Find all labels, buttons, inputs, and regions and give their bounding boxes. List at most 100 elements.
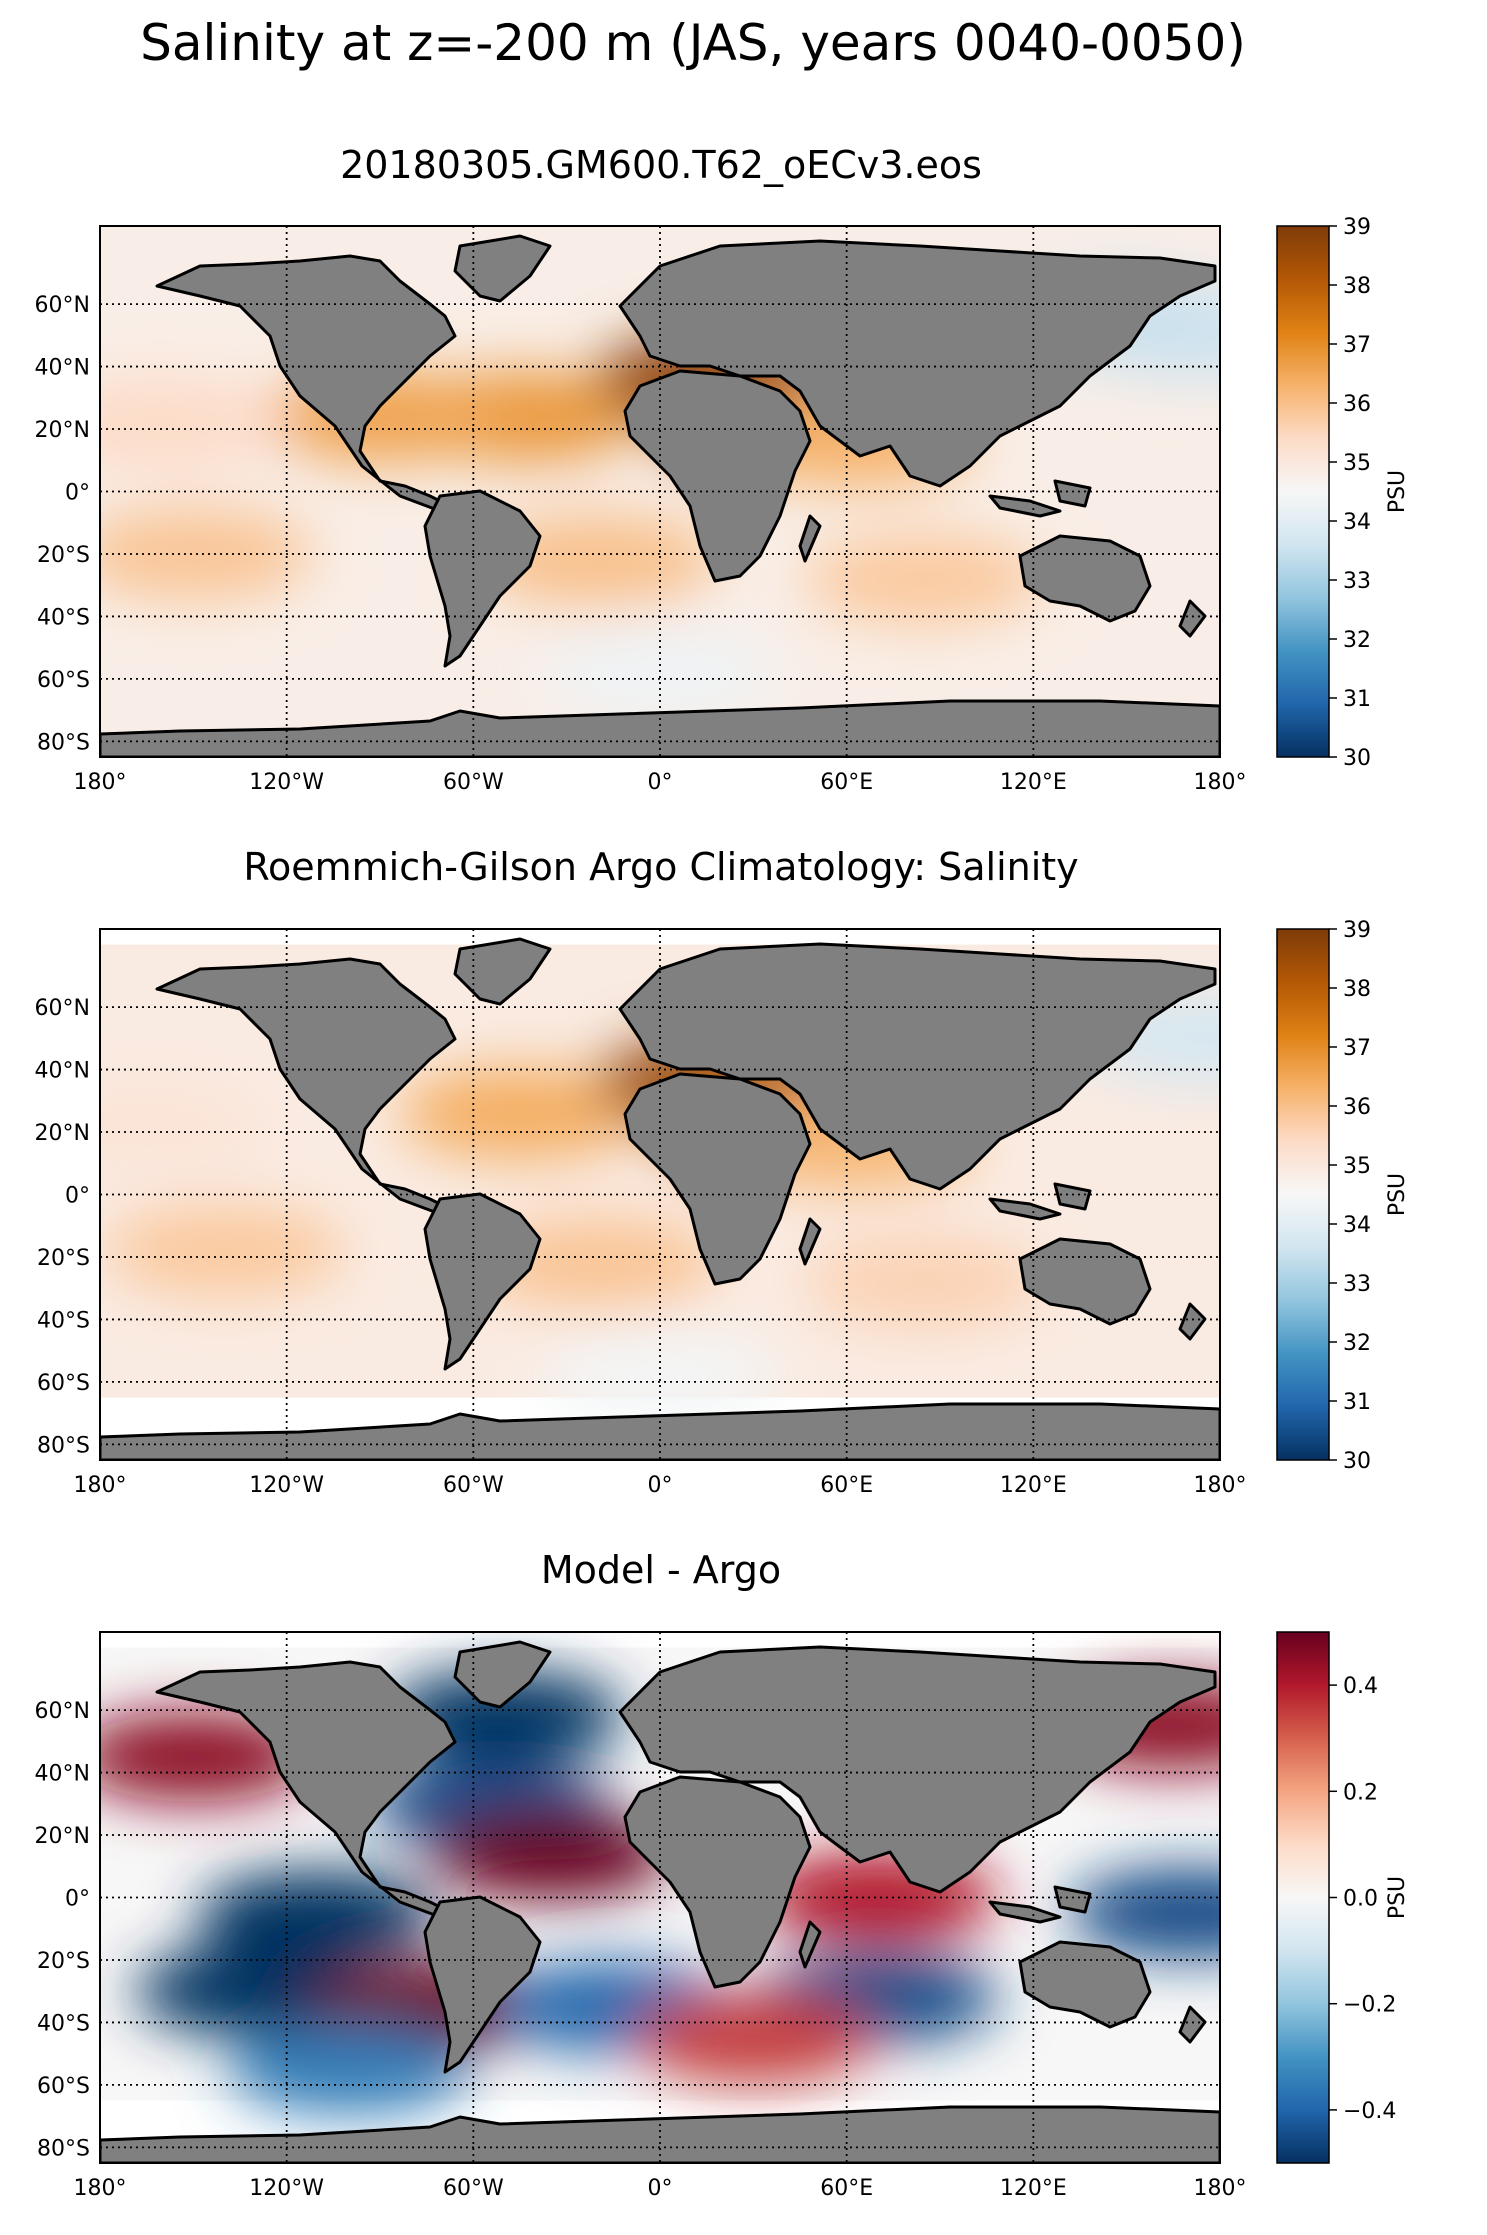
feature-tropical-atlantic-north (431, 1808, 672, 1899)
lon-tick-label: 180° (74, 770, 127, 795)
lon-ticks-argo: 180° 120°W 60°W 0° 60°E 120°E 180° (74, 1473, 1247, 1498)
lat-tick-label: 40°S (37, 2011, 90, 2036)
colorbar-argo: 30 31 32 33 34 35 36 37 38 39 PSU (1276, 918, 1410, 1474)
lat-ticks-diff: 60°N 40°N 20°N 0° 20°S 40°S 60°S 80°S (35, 1699, 90, 2161)
lat-tick-label: 20°S (37, 1246, 90, 1271)
lat-tick-label: 60°N (35, 996, 90, 1021)
lon-tick-label: 120°W (249, 2176, 324, 2201)
lat-tick-label: 80°S (37, 1433, 90, 1458)
colorbar-gradient (1276, 225, 1330, 758)
map-field (100, 929, 1220, 1460)
lon-ticks-model: 180° 120°W 60°W 0° 60°E 120°E 180° (74, 770, 1247, 795)
lon-tick-label: 180° (1194, 770, 1247, 795)
lat-tick-label: 40°N (35, 1762, 90, 1787)
colorbar-tick-label: 33 (1343, 1272, 1371, 1297)
lon-tick-label: 60°W (443, 770, 504, 795)
feature-eq-pacific-band (197, 1871, 438, 1962)
map-frame (99, 1631, 1221, 2164)
lat-tick-label: 60°S (37, 668, 90, 693)
lat-tick-label: 80°S (37, 2136, 90, 2161)
lat-ticks-argo: 60°N 40°N 20°N 0° 20°S 40°S 60°S 80°S (35, 996, 90, 1458)
graticule (100, 226, 1220, 757)
lat-tick-label: 0° (65, 1887, 90, 1912)
colorbar-tick-label: 36 (1343, 392, 1371, 417)
lon-tick-label: 60°W (443, 2176, 504, 2201)
colorbar-tick-label: −0.4 (1343, 2099, 1396, 2124)
colorbar-diff: −0.4 −0.2 0.0 0.2 0.4 PSU (1276, 1631, 1410, 2164)
colorbar-tick-label: 34 (1343, 1213, 1371, 1238)
feature-southern-ocean (540, 1330, 780, 1421)
panel-title-diff: Model - Argo (541, 1548, 781, 1592)
feature-south-indian-gyre (804, 1236, 1045, 1327)
lat-tick-label: 40°N (35, 356, 90, 381)
feature-north-pacific-gyre (100, 1080, 267, 1171)
lat-tick-label: 0° (65, 1184, 90, 1209)
lat-tick-label: 80°S (37, 730, 90, 755)
panel-diff: Model - Argo 180° 120°W 60°W 0° 60°E 120°E 180… (35, 1548, 1410, 2201)
colorbar-label: PSU (1385, 470, 1410, 513)
colorbar-tick-label: 38 (1343, 977, 1371, 1002)
lon-tick-label: 180° (1194, 1473, 1247, 1498)
lon-tick-label: 0° (648, 770, 673, 795)
lon-tick-label: 60°E (820, 1473, 873, 1498)
colorbar-tick-label: 30 (1343, 1449, 1371, 1474)
colorbar-tick-label: 0.0 (1343, 1887, 1378, 1912)
lon-tick-label: 60°E (820, 2176, 873, 2201)
colorbar-tick-label: 36 (1343, 1095, 1371, 1120)
feature-north-pacific-east (100, 1711, 314, 1802)
lon-ticks-diff: 180° 120°W 60°W 0° 60°E 120°E 180° (74, 2176, 1247, 2201)
lon-tick-label: 180° (1194, 2176, 1247, 2201)
colorbar-tick-label: 37 (1343, 1036, 1371, 1061)
colorbar-tick-label: 34 (1343, 510, 1371, 535)
lon-tick-label: 120°W (249, 1473, 324, 1498)
panel-title-model: 20180305.GM600.T62_oECv3.eos (340, 143, 982, 187)
lon-tick-label: 180° (74, 2176, 127, 2201)
lat-tick-label: 60°S (37, 1371, 90, 1396)
feature-southern-ocean-red (633, 1993, 874, 2084)
lon-tick-label: 0° (648, 2176, 673, 2201)
lon-tick-label: 60°E (820, 770, 873, 795)
map-model (99, 225, 1221, 758)
map-field (100, 226, 1220, 757)
lat-ticks-model: 60°N 40°N 20°N 0° 20°S 40°S 60°S 80°S (35, 293, 90, 755)
feature-southern-ocean-blue (228, 2024, 469, 2115)
colorbar-gradient (1276, 928, 1330, 1461)
lat-tick-label: 60°N (35, 293, 90, 318)
lon-tick-label: 180° (74, 1473, 127, 1498)
feature-south-indian-gyre (804, 533, 1045, 624)
graticule (100, 929, 1220, 1460)
colorbar-tick-label: 31 (1343, 687, 1371, 712)
feature-south-pacific-gyre (104, 1205, 345, 1296)
colorbar-tick-label: 37 (1343, 333, 1371, 358)
lat-tick-label: 20°N (35, 1824, 90, 1849)
lat-tick-label: 40°S (37, 605, 90, 630)
feature-eq-pacific-band-west (1068, 1868, 1220, 1959)
lon-tick-label: 120°E (1000, 2176, 1067, 2201)
lon-tick-label: 60°W (443, 1473, 504, 1498)
map-diff (99, 1631, 1221, 2164)
figure-title: Salinity at z=-200 m (JAS, years 0040-00… (140, 14, 1246, 72)
panel-title-argo: Roemmich-Gilson Argo Climatology: Salini… (243, 845, 1078, 889)
lon-tick-label: 120°E (1000, 1473, 1067, 1498)
lat-tick-label: 40°N (35, 1059, 90, 1084)
graticule (100, 1632, 1220, 2163)
map-frame (99, 928, 1221, 1461)
lon-tick-label: 120°E (1000, 770, 1067, 795)
lon-tick-label: 120°W (249, 770, 324, 795)
map-argo (99, 928, 1221, 1461)
colorbar-tick-label: 38 (1343, 274, 1371, 299)
colorbar-tick-label: 32 (1343, 1331, 1371, 1356)
lat-tick-label: 20°S (37, 543, 90, 568)
colorbar-tick-label: 39 (1343, 918, 1371, 943)
colorbar-tick-label: −0.2 (1343, 1993, 1396, 2018)
panel-argo: Roemmich-Gilson Argo Climatology: Salini… (35, 845, 1410, 1498)
map-frame (99, 225, 1221, 758)
colorbar-tick-label: 33 (1343, 569, 1371, 594)
colorbar-tick-label: 31 (1343, 1390, 1371, 1415)
colorbar-tick-label: 0.2 (1343, 1780, 1378, 1805)
colorbar-gradient (1276, 1631, 1330, 2164)
lat-tick-label: 40°S (37, 1308, 90, 1333)
colorbar-label: PSU (1385, 1173, 1410, 1216)
lat-tick-label: 20°N (35, 1121, 90, 1146)
